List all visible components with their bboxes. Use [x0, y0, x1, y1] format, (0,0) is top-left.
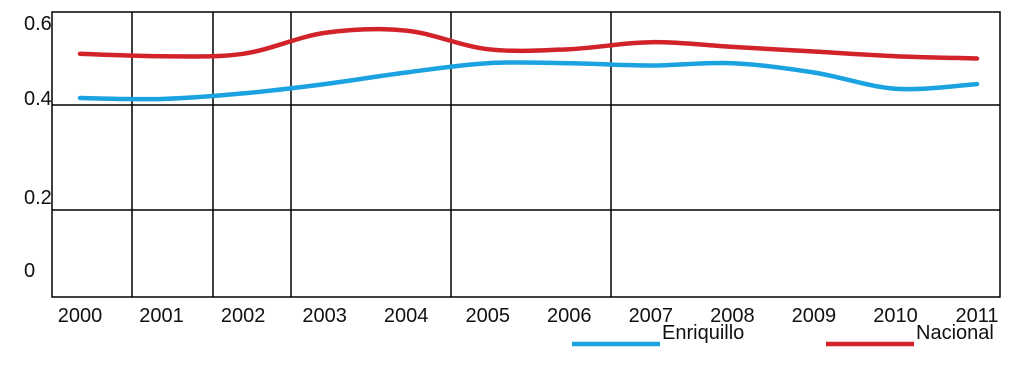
series-line-enriquillo: [77, 60, 980, 102]
x-tick-label: 2000: [58, 305, 103, 327]
x-tick-label: 2007: [629, 305, 674, 327]
legend: Enriquillo Nacional: [572, 322, 994, 347]
x-tick-label: 2003: [302, 305, 347, 327]
grid-lines: [51, 11, 1001, 298]
y-tick-label: 0.6: [24, 13, 52, 35]
x-tick-label: 2009: [792, 305, 837, 327]
x-tick-label: 2001: [139, 305, 184, 327]
legend-label-nacional: Nacional: [916, 322, 994, 344]
x-tick-label: 2004: [384, 305, 429, 327]
legend-label-enriquillo: Enriquillo: [662, 322, 744, 344]
y-tick-label: 0.2: [24, 187, 52, 209]
plot-frame: [51, 11, 1001, 298]
x-tick-label: 2008: [710, 305, 755, 327]
x-tick-label: 2005: [465, 305, 510, 327]
y-axis-ticks: 0.6 0.4 0.2 0: [24, 13, 52, 282]
x-tick-label: 2010: [873, 305, 918, 327]
x-tick-label: 2002: [221, 305, 266, 327]
series-lines: [77, 26, 980, 102]
y-tick-label: 0.4: [24, 88, 52, 110]
x-tick-label: 2006: [547, 305, 592, 327]
x-tick-label: 2011: [955, 305, 998, 327]
series-line-nacional: [77, 26, 980, 61]
x-axis-ticks: 2000 2001 2002 2003 2004 2005 2006 2007 2008 2009…: [58, 305, 999, 327]
y-tick-label: 0: [24, 260, 35, 282]
